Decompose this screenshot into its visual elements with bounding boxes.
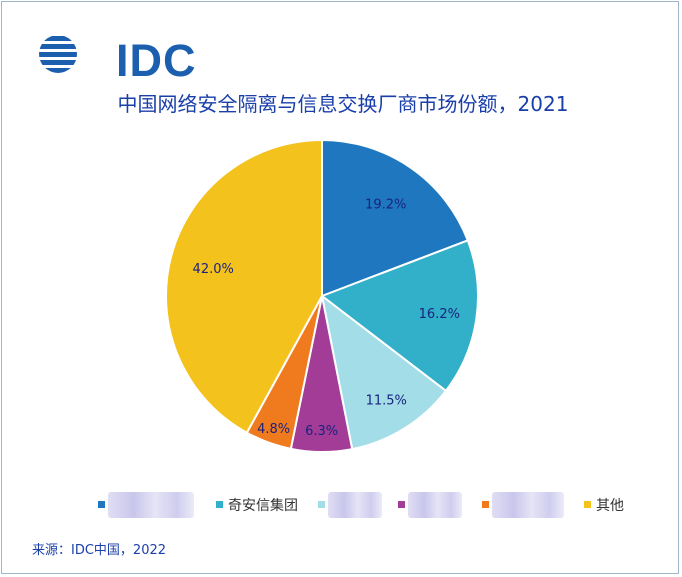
- legend-label: 奇安信集团: [228, 498, 298, 514]
- legend-swatch: [584, 501, 591, 508]
- legend-swatch: [318, 501, 325, 508]
- pie-label-2: 16.2%: [419, 307, 460, 322]
- legend-label-obscured: [408, 492, 462, 518]
- legend-label-obscured: [108, 492, 194, 518]
- pie-slice-2: [319, 239, 479, 393]
- source-note: 来源：IDC中国，2022: [32, 543, 167, 558]
- legend-label: 其他: [596, 498, 624, 514]
- legend-swatch: [398, 501, 405, 508]
- idc-globe-icon: [39, 36, 77, 73]
- legend-swatch: [98, 501, 105, 508]
- pie-label-1: 19.2%: [365, 198, 406, 213]
- legend-label-obscured: [492, 492, 564, 518]
- pie-label-3: 11.5%: [366, 393, 407, 408]
- pie-label-4: 6.3%: [305, 424, 338, 439]
- legend-label-obscured: [328, 492, 382, 518]
- legend-swatch: [482, 501, 489, 508]
- idc-logo: IDC: [36, 24, 196, 83]
- pie-label-5: 4.8%: [257, 422, 290, 437]
- pie-slice-1: [321, 138, 470, 298]
- pie-slice-6: [165, 138, 323, 435]
- logo-wordmark: IDC: [116, 35, 197, 86]
- pie-label-6: 42.0%: [193, 262, 234, 277]
- pie-slice-3: [320, 293, 448, 451]
- legend-swatch: [216, 501, 223, 508]
- chart-title: 中国网络安全隔离与信息交换厂商市场份额，2021: [117, 92, 569, 116]
